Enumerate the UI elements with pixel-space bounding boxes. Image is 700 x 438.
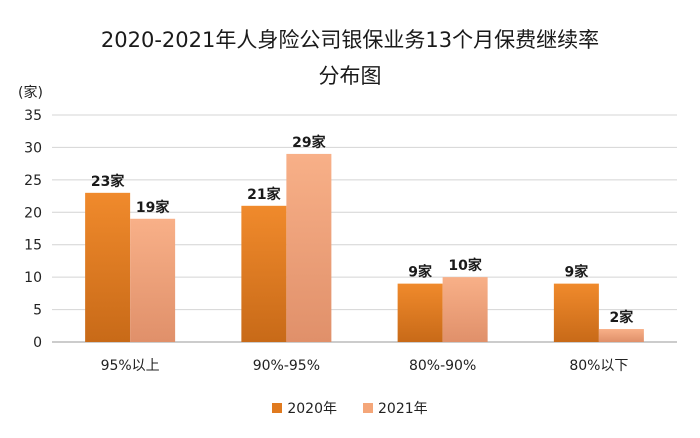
bar-2020年-80%-90% [397, 283, 443, 342]
y-tick-label: 35 [24, 108, 42, 124]
y-tick-label: 15 [24, 238, 42, 254]
data-label: 23家 [91, 173, 125, 190]
x-tick-label: 80%以下 [569, 358, 628, 374]
data-label: 10家 [448, 257, 482, 274]
x-tick-label: 95%以上 [101, 358, 160, 374]
data-label: 29家 [292, 134, 326, 151]
y-tick-label: 25 [24, 173, 42, 189]
bar-2020年-90%-95% [241, 205, 287, 342]
y-axis-unit-label: (家) [18, 85, 43, 101]
y-tick-label: 10 [24, 270, 42, 286]
bar-2021年-80%以下 [598, 329, 644, 342]
data-label: 2家 [610, 309, 635, 326]
y-tick-label: 5 [33, 303, 42, 319]
bar-2020年-80%以下 [553, 283, 599, 342]
x-tick-label: 80%-90% [409, 358, 476, 374]
data-label: 9家 [565, 264, 590, 281]
legend-label-2020: 2020年 [287, 401, 337, 417]
legend-label-2021: 2021年 [378, 401, 428, 417]
legend-item-2020: 2020年 [272, 398, 337, 418]
y-tick-label: 0 [33, 335, 42, 351]
data-label: 9家 [408, 264, 433, 281]
legend-swatch-2021 [363, 403, 373, 413]
x-tick-label: 90%-95% [253, 358, 320, 374]
bar-2021年-80%-90% [442, 277, 488, 342]
bar-2021年-90%-95% [286, 153, 332, 342]
legend-swatch-2020 [272, 403, 283, 413]
chart-subtitle: 分布图 [318, 64, 382, 88]
bar-2020年-95%以上 [85, 192, 131, 342]
legend-item-2021: 2021年 [363, 398, 428, 418]
y-tick-label: 30 [24, 140, 42, 156]
bar-2021年-95%以上 [130, 218, 176, 342]
legend: 2020年 2021年 [0, 398, 700, 418]
data-label: 19家 [136, 199, 170, 216]
chart-title: 2020-2021年人身险公司银保业务13个月保费继续率 [100, 28, 600, 52]
y-tick-label: 20 [24, 205, 42, 221]
data-label: 21家 [247, 186, 281, 203]
